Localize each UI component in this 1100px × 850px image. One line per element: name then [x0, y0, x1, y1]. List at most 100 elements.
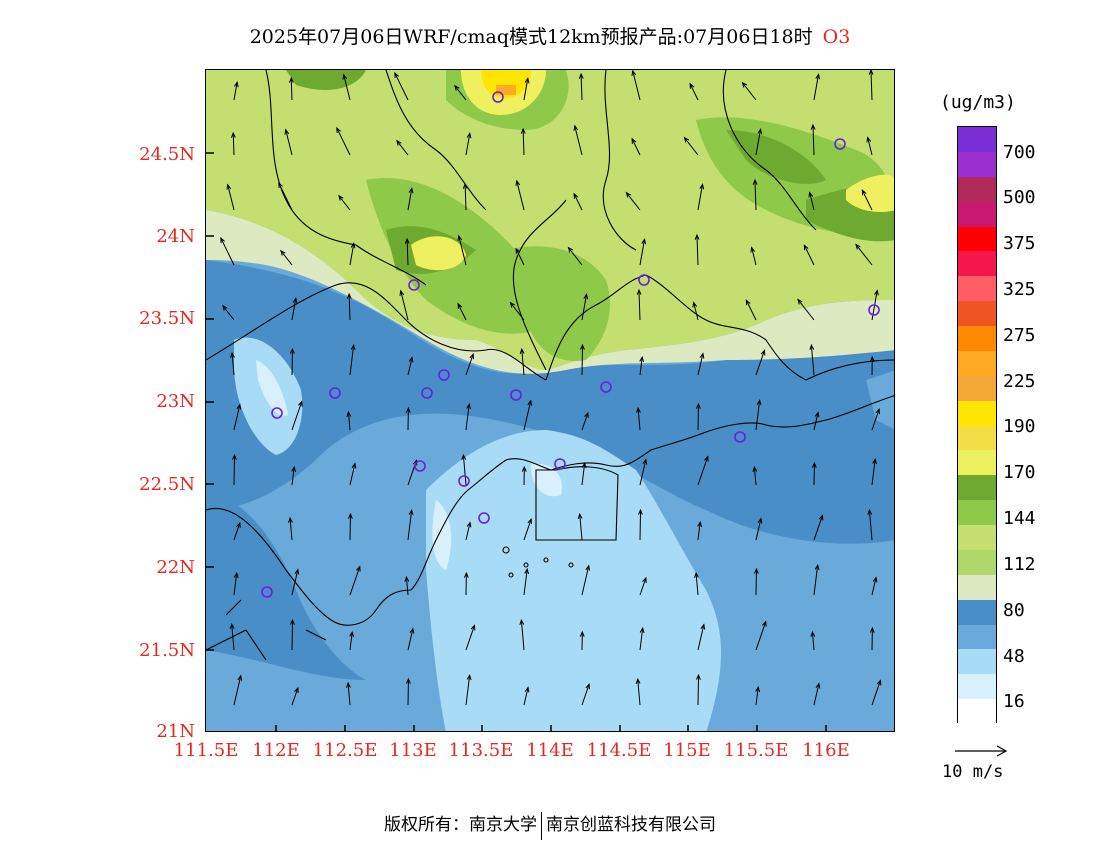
wind-arrow — [349, 463, 356, 486]
wind-arrow — [871, 577, 877, 596]
title-main: 2025年07月06日WRF/cmaq模式12km预报产品:07月06日18时 — [249, 26, 813, 48]
legend-label: 80 — [1003, 600, 1025, 621]
wind-arrow — [347, 683, 351, 706]
copyright-footer: 版权所有：南京大学 南京创蓝科技有限公司 — [0, 810, 1100, 840]
legend-swatch — [958, 475, 996, 502]
wind-arrow — [754, 180, 757, 211]
station-marker — [438, 369, 450, 381]
wind-arrowhead — [292, 297, 298, 304]
wind-arrowhead — [408, 187, 414, 194]
wind-arrow — [349, 243, 355, 266]
wind-arrowhead — [579, 630, 585, 637]
wind-arrowhead — [869, 626, 875, 633]
wind-arrowhead — [232, 453, 237, 460]
wind-arrow — [233, 522, 241, 541]
wind-arrow — [462, 455, 467, 486]
wind-arrowhead — [346, 681, 351, 688]
wind-arrowhead — [236, 403, 242, 410]
wind-arrowhead — [524, 567, 530, 575]
wind-arrow — [465, 133, 471, 156]
legend-label: 325 — [1003, 279, 1036, 300]
wind-arrowhead — [408, 508, 414, 516]
lon-label: 112.5E — [312, 740, 378, 761]
legend-swatch — [958, 450, 996, 477]
wind-arrow — [581, 463, 586, 486]
wind-arrow — [813, 683, 820, 706]
wind-arrow — [231, 353, 235, 376]
station-marker — [554, 458, 566, 470]
legend-label: 375 — [1003, 233, 1036, 254]
wind-arrowhead — [811, 461, 817, 468]
wind-arrowhead — [573, 192, 579, 199]
wind-arrowhead — [584, 411, 589, 419]
wind-arrowhead — [524, 686, 530, 693]
wind-arrow — [406, 238, 409, 266]
wind-arrowhead — [350, 343, 356, 351]
legend-swatch — [958, 500, 996, 527]
wind-arrow — [755, 129, 762, 156]
wind-arrow — [696, 235, 699, 266]
wind-arrowhead — [278, 181, 283, 189]
wind-arrowhead — [521, 465, 527, 472]
wind-arrowhead — [298, 400, 303, 407]
wind-arrow — [697, 353, 704, 376]
wind-arrowhead — [699, 183, 705, 190]
station-marker — [414, 460, 426, 472]
wind-arrow — [861, 190, 873, 211]
legend-swatch — [958, 549, 996, 577]
wind-arrowhead — [230, 131, 236, 138]
wind-arrow — [291, 619, 294, 651]
wind-arrow — [343, 74, 351, 101]
station-marker — [600, 381, 612, 393]
forecast-map — [205, 69, 895, 732]
wind-arrowhead — [220, 236, 225, 244]
wind-arrow — [349, 345, 355, 376]
wind-arrow — [810, 345, 815, 376]
wind-arrow — [871, 680, 881, 706]
legend-label: 500 — [1003, 187, 1036, 208]
wind-arrowhead — [639, 355, 645, 363]
wind-arrow — [233, 82, 238, 101]
legend-swatch — [958, 301, 996, 328]
wind-arrow — [581, 684, 590, 706]
color-legend — [957, 126, 997, 725]
wind-arrowhead — [855, 243, 861, 250]
wind-arrowhead — [288, 516, 293, 523]
lon-label: 116E — [802, 740, 850, 761]
wind-arrow — [689, 83, 699, 101]
wind-arrowhead — [810, 630, 816, 637]
wind-arrow — [755, 687, 759, 706]
wind-arrowhead — [412, 459, 418, 466]
wind-arrowhead — [814, 563, 820, 571]
wind-arrow — [232, 132, 235, 156]
wind-reference-arrow — [955, 745, 1008, 757]
wind-arrowhead — [342, 73, 348, 80]
legend-swatch — [958, 326, 996, 353]
wind-arrowhead — [753, 567, 759, 574]
legend-swatch — [958, 425, 996, 452]
wind-arrow — [407, 188, 413, 211]
wind-arrow — [581, 565, 590, 596]
wind-arrow — [290, 77, 293, 101]
wind-arrowhead — [741, 81, 748, 88]
lon-label: 114.5E — [586, 740, 652, 761]
station-marker — [421, 387, 433, 399]
wind-arrow — [639, 577, 647, 596]
wind-arrowhead — [350, 242, 356, 249]
wind-arrow — [639, 459, 647, 486]
wind-arrowhead — [642, 458, 648, 465]
wind-arrow — [813, 74, 820, 101]
wind-arrow — [697, 184, 704, 211]
wind-arrowhead — [457, 302, 463, 309]
wind-arrow — [871, 409, 880, 431]
wind-arrow — [632, 70, 641, 101]
station-marker — [271, 407, 283, 419]
wind-arrow — [639, 628, 644, 651]
wind-arrowhead — [692, 301, 698, 308]
wind-arrowhead — [760, 349, 766, 356]
wind-arrowhead — [876, 679, 882, 686]
wind-arrow — [580, 73, 583, 101]
wind-arrowhead — [294, 686, 299, 694]
wind-arrow — [693, 302, 699, 321]
wind-arrowhead — [868, 70, 874, 75]
